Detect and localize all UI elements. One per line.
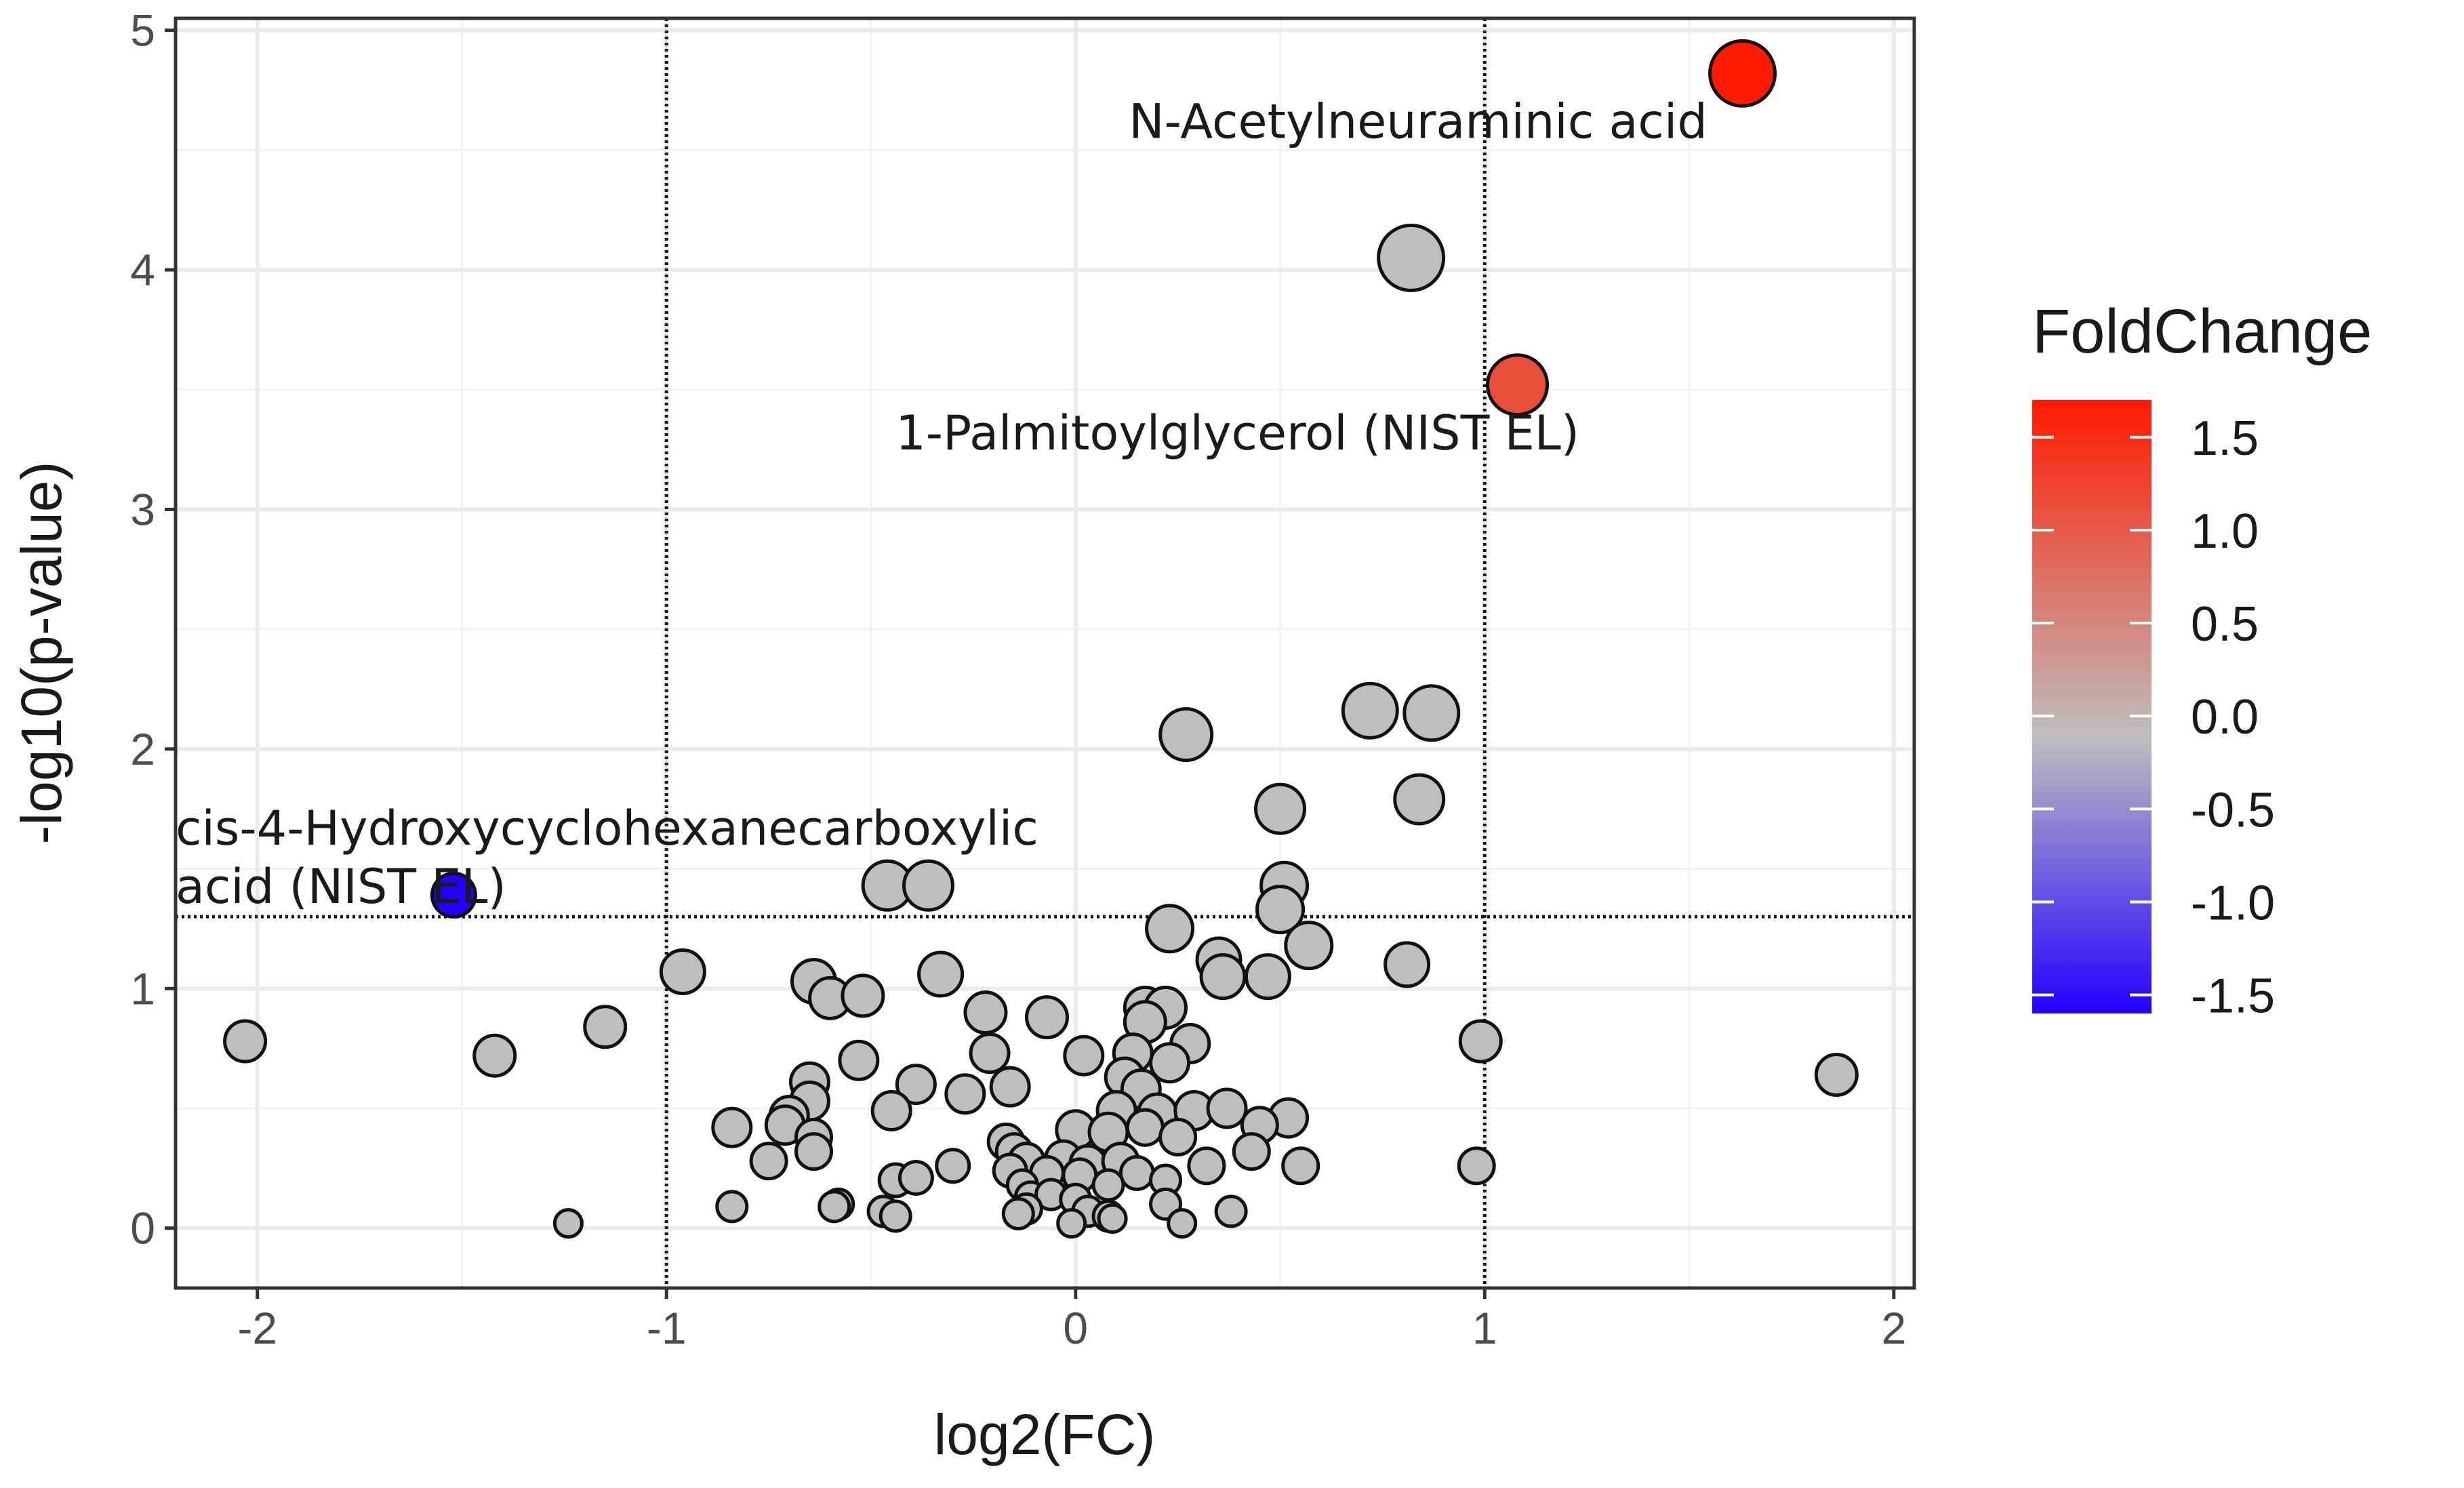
data-point: [1206, 1087, 1248, 1129]
legend-colorbar: [2032, 400, 2152, 1013]
legend-ticks: 1.5 1.0 0.5 0.0 -0.5 -1.0 -1.5: [2032, 411, 2275, 1024]
data-point: [969, 1032, 1011, 1074]
data-point: [1254, 782, 1307, 835]
data-point: [902, 859, 954, 912]
y-tick-label: 3: [130, 484, 155, 534]
data-point: [1158, 1117, 1198, 1157]
y-tick-label: 5: [130, 5, 155, 56]
data-point: [944, 1073, 986, 1115]
y-tick-label: 0: [130, 1203, 155, 1253]
data-point: [897, 1159, 934, 1196]
data-point: [1708, 39, 1777, 108]
data-point: [659, 948, 706, 996]
point-label: N-Acetylneuraminic acid: [1129, 94, 1708, 150]
x-tick-label: 2: [1881, 1303, 1906, 1353]
y-tick-label: 1: [130, 963, 155, 1013]
legend-title: FoldChange: [2032, 297, 2372, 366]
legend-tick-label: 0.5: [2191, 597, 2259, 651]
point-label: 1-Palmitoylglycerol (NIST EL): [895, 405, 1579, 461]
data-point: [1457, 1146, 1496, 1186]
data-point: [794, 1132, 834, 1171]
y-axis-ticks: 0 1 2 3 4 5: [130, 5, 176, 1253]
data-point: [1341, 681, 1399, 740]
x-tick-label: 0: [1063, 1303, 1088, 1353]
data-point: [817, 1190, 851, 1224]
data-point: [1118, 1154, 1155, 1191]
data-point: [878, 1199, 912, 1233]
y-tick-label: 4: [130, 245, 155, 295]
data-point: [1214, 1194, 1248, 1228]
legend-tick-label: -1.5: [2191, 969, 2275, 1024]
data-point: [1063, 1034, 1105, 1077]
color-legend: FoldChange 1.5 1.0 0.5 0.0 -0.5 -1.0 -1.5: [2032, 297, 2372, 1024]
point-label-line: 1-Palmitoylglycerol (NIST EL): [895, 405, 1579, 461]
data-point: [1393, 773, 1446, 826]
data-point: [1158, 707, 1214, 763]
plot-background: [176, 18, 1914, 1288]
data-points: [223, 39, 1859, 1239]
data-point: [841, 973, 885, 1018]
data-point: [895, 1064, 937, 1106]
data-point: [1167, 1208, 1198, 1239]
data-point: [749, 1142, 788, 1181]
legend-tick-label: -1.0: [2191, 876, 2275, 930]
y-tick-label: 2: [130, 724, 155, 774]
data-point: [430, 871, 477, 919]
data-point: [1281, 1146, 1320, 1186]
data-point: [1001, 1197, 1035, 1230]
plot-border: [174, 16, 1916, 1290]
legend-tick-label: 1.5: [2191, 411, 2259, 466]
data-point: [1091, 1168, 1125, 1202]
data-point: [223, 1019, 268, 1064]
x-axis-title: log2(FC): [934, 1403, 1156, 1466]
data-point: [1244, 953, 1291, 1001]
data-point: [552, 1208, 584, 1239]
data-point: [838, 1039, 880, 1081]
x-tick-label: 1: [1472, 1303, 1497, 1353]
data-point: [1125, 1108, 1165, 1147]
data-point: [472, 1033, 517, 1078]
data-point: [1199, 953, 1247, 1001]
data-point: [1377, 223, 1446, 292]
y-axis-title: -log10(p-value): [9, 462, 73, 845]
x-axis-ticks: -2 -1 0 1 2: [237, 1288, 1906, 1353]
data-point: [989, 1066, 1031, 1108]
point-label-line: acid (NIST EL): [176, 859, 506, 914]
point-label-line: N-Acetylneuraminic acid: [1129, 94, 1708, 150]
legend-tick-label: 1.0: [2191, 504, 2259, 559]
data-point: [1025, 995, 1070, 1040]
data-point: [1149, 1042, 1191, 1084]
data-point: [870, 1089, 912, 1131]
legend-tick-label: -0.5: [2191, 783, 2275, 837]
data-point: [1486, 353, 1550, 417]
data-point: [1814, 1052, 1859, 1097]
data-point: [583, 1005, 628, 1049]
data-point: [1145, 904, 1195, 954]
minor-gridlines: [176, 18, 1914, 1288]
data-point: [711, 1106, 753, 1148]
data-point: [1232, 1132, 1271, 1171]
point-label-line: cis-4-Hydroxycyclohexanecarboxylic: [176, 801, 1038, 856]
data-point: [1458, 1019, 1503, 1064]
data-point: [1384, 941, 1431, 988]
data-point: [1402, 684, 1461, 742]
data-point: [1187, 1146, 1226, 1186]
data-point: [1255, 885, 1306, 935]
legend-tick-label: 0.0: [2191, 690, 2259, 744]
data-point: [1284, 921, 1334, 971]
data-point: [715, 1190, 749, 1224]
threshold-lines: [176, 18, 1914, 1288]
x-tick-label: -1: [647, 1303, 687, 1353]
data-point: [963, 990, 1008, 1035]
data-point: [935, 1148, 971, 1184]
data-point: [917, 950, 965, 998]
point-annotations: N-Acetylneuraminic acid 1-Palmitoylglycer…: [176, 94, 1708, 915]
x-tick-label: -2: [237, 1303, 277, 1353]
data-point: [1097, 1203, 1128, 1234]
data-point: [1056, 1208, 1087, 1239]
point-label: cis-4-Hydroxycyclohexanecarboxylic acid (…: [176, 801, 1038, 914]
